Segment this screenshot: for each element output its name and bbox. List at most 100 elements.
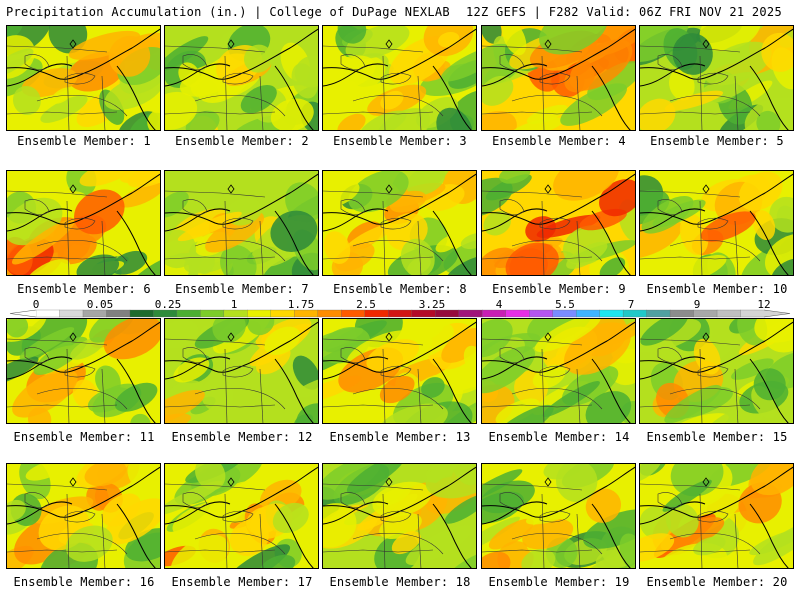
map-boundary-line	[194, 94, 286, 117]
location-marker-icon	[544, 477, 552, 487]
map-boundary-line	[482, 356, 548, 380]
map-boundary-line	[194, 532, 286, 555]
map-boundary-line	[697, 217, 729, 230]
map-boundary-line	[24, 347, 50, 363]
map-boundary-line	[482, 63, 548, 87]
ensemble-map-16	[6, 463, 161, 569]
ensemble-member-label: Ensemble Member: 12	[171, 430, 313, 444]
map-boundary-line	[274, 503, 314, 568]
ensemble-map-18	[322, 463, 477, 569]
color-scale-tick-label: 3.25	[418, 298, 446, 311]
map-boundary-line	[541, 55, 545, 130]
color-scale-swatch	[599, 309, 624, 318]
map-boundary-line	[165, 63, 231, 87]
map-boundary-line	[165, 404, 276, 408]
map-boundary-line	[511, 532, 603, 555]
map-boundary-line	[7, 549, 118, 553]
map-boundary-line	[482, 28, 635, 80]
color-scale-swatch	[247, 309, 272, 318]
color-scale-swatch	[317, 309, 342, 318]
map-boundary-line	[24, 54, 50, 70]
map-boundary-line	[36, 532, 128, 555]
map-boundary-line	[224, 55, 228, 130]
map-boundary-line	[380, 217, 412, 230]
map-boundary-line	[541, 200, 545, 275]
map-boundary-line	[323, 501, 389, 525]
color-scale-tick-label: 0.05	[86, 298, 114, 311]
map-boundary-line	[7, 356, 73, 380]
map-boundary-line	[274, 358, 314, 423]
ensemble-map-12	[164, 318, 319, 424]
map-boundary-line	[64, 72, 96, 85]
location-marker-icon	[69, 477, 77, 487]
color-scale-left-arrow	[9, 309, 37, 318]
map-boundary-line	[222, 217, 254, 230]
map-boundary-line	[7, 190, 108, 198]
location-marker-icon	[227, 184, 235, 194]
ensemble-member-label: Ensemble Member: 5	[650, 134, 784, 148]
ensemble-map-19	[481, 463, 636, 569]
map-boundary-line	[323, 356, 389, 380]
map-boundary-line	[417, 368, 422, 423]
ensemble-map-9	[481, 170, 636, 276]
color-scale-tick-label: 4	[495, 298, 503, 311]
map-boundary-line	[7, 466, 160, 518]
map-boundary-line	[499, 54, 525, 70]
map-boundary-line	[323, 111, 434, 115]
location-marker-icon	[544, 184, 552, 194]
map-boundary-line	[323, 208, 389, 232]
ensemble-member-label: Ensemble Member: 8	[333, 282, 467, 296]
map-boundary-line	[116, 210, 156, 275]
map-boundary-line	[669, 387, 761, 410]
map-boundary-line	[165, 549, 276, 553]
color-scale-swatch	[153, 309, 178, 318]
color-scale-swatch	[458, 309, 483, 318]
map-boundary-line	[669, 94, 761, 117]
ensemble-member-label: Ensemble Member: 16	[13, 575, 155, 589]
map-boundary-line	[640, 28, 793, 80]
map-boundary-line	[66, 493, 70, 568]
map-boundary-line	[699, 493, 703, 568]
color-scale-swatch	[740, 309, 765, 318]
map-boundary-line	[432, 65, 472, 130]
map-boundary-line	[669, 239, 761, 262]
map-boundary-line	[182, 54, 208, 70]
ensemble-map-4	[481, 25, 636, 131]
map-boundary-line	[699, 55, 703, 130]
map-boundary-line	[640, 45, 741, 53]
map-boundary-line	[697, 72, 729, 85]
map-boundary-line	[539, 217, 571, 230]
ensemble-member-label: Ensemble Member: 9	[492, 282, 626, 296]
map-boundary-line	[7, 28, 160, 80]
map-boundary-line	[734, 368, 739, 423]
color-scale-swatch	[294, 309, 319, 318]
map-boundary-line	[323, 28, 476, 80]
map-boundary-line	[259, 513, 264, 568]
map-boundary-line	[194, 387, 286, 410]
map-boundary-line	[165, 321, 318, 373]
map-boundary-line	[657, 199, 683, 215]
ensemble-member-label: Ensemble Member: 20	[646, 575, 788, 589]
map-boundary-line	[576, 368, 581, 423]
map-boundary-line	[482, 549, 593, 553]
map-boundary-line	[734, 513, 739, 568]
map-boundary-line	[7, 45, 108, 53]
map-boundary-line	[511, 239, 603, 262]
map-boundary-line	[182, 199, 208, 215]
map-boundary-line	[482, 483, 583, 491]
map-boundary-line	[640, 356, 706, 380]
map-boundary-line	[749, 358, 789, 423]
map-boundary-line	[734, 75, 739, 130]
map-boundary-line	[382, 348, 386, 423]
map-boundary-line	[165, 466, 318, 518]
color-scale-swatch	[35, 309, 60, 318]
map-boundary-line	[165, 208, 231, 232]
color-scale-tick-label: 1.75	[287, 298, 315, 311]
color-scale-swatch	[435, 309, 460, 318]
ensemble-map-2	[164, 25, 319, 131]
map-boundary-line	[511, 387, 603, 410]
map-boundary-line	[182, 347, 208, 363]
map-boundary-line	[539, 72, 571, 85]
color-scale-swatch	[176, 309, 201, 318]
location-marker-icon	[702, 332, 710, 342]
